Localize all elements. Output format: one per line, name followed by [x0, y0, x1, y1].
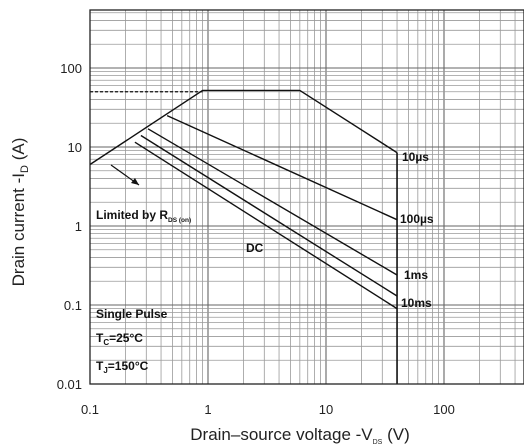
- y-axis-label: Drain current -ID (A): [9, 138, 31, 287]
- y-tick-label: 10: [68, 140, 82, 155]
- label-1ms: 1ms: [404, 268, 428, 282]
- rds-arrowhead: [131, 178, 139, 185]
- x-axis-label: Drain–source voltage -VDS (V): [190, 425, 410, 446]
- series-line-10s: [89, 89, 398, 166]
- series-line-10ms: [140, 134, 398, 297]
- x-tick-label: 100: [433, 402, 455, 417]
- series-line-100s: [166, 114, 398, 221]
- conditions-box: Single Pulse TC=25°C TJ=150°C: [96, 307, 168, 375]
- plot-frame: [89, 9, 524, 385]
- x-tick-label: 1: [204, 402, 211, 417]
- label-10ms: 10ms: [401, 296, 432, 310]
- tj-condition: TJ=150°C: [96, 359, 149, 375]
- y-tick-label: 1: [75, 219, 82, 234]
- grid: [90, 10, 524, 384]
- y-tick-label: 0.1: [64, 298, 82, 313]
- label-100us: 100µs: [400, 212, 434, 226]
- y-tick-label: 100: [60, 61, 82, 76]
- tick-labels: 0.1 1 10 100 0.01 0.1 1 10 100: [57, 61, 455, 417]
- tc-condition: TC=25°C: [96, 331, 143, 347]
- x-tick-label: 0.1: [81, 402, 99, 417]
- rds-annotation: Limited by RDS (on): [96, 164, 191, 224]
- x-tick-label: 10: [319, 402, 333, 417]
- series-line-1ms: [147, 128, 398, 276]
- series-lines: [89, 89, 398, 384]
- rds-label: Limited by RDS (on): [96, 208, 191, 224]
- label-10us: 10µs: [402, 150, 429, 164]
- pulse-title: Single Pulse: [96, 307, 168, 321]
- dc-label: DC: [246, 241, 264, 255]
- series-line-DC: [134, 141, 398, 310]
- y-tick-label: 0.01: [57, 377, 82, 392]
